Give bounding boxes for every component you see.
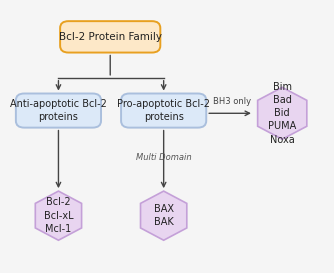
Text: Bim
Bad
Bid
PUMA
Noxa: Bim Bad Bid PUMA Noxa [268, 82, 296, 145]
Text: Anti-apoptotic Bcl-2
proteins: Anti-apoptotic Bcl-2 proteins [10, 99, 107, 122]
Text: Pro-apoptotic Bcl-2
proteins: Pro-apoptotic Bcl-2 proteins [117, 99, 210, 122]
Text: BAX
BAK: BAX BAK [154, 204, 174, 227]
FancyBboxPatch shape [16, 93, 101, 128]
FancyBboxPatch shape [60, 21, 160, 52]
Polygon shape [35, 191, 81, 240]
Polygon shape [258, 87, 307, 139]
Text: Multi Domain: Multi Domain [136, 153, 191, 162]
Text: BH3 only: BH3 only [213, 97, 251, 106]
Polygon shape [141, 191, 187, 240]
Text: Bcl-2
Bcl-xL
Mcl-1: Bcl-2 Bcl-xL Mcl-1 [44, 197, 73, 234]
Text: Bcl-2 Protein Family: Bcl-2 Protein Family [59, 32, 162, 42]
FancyBboxPatch shape [121, 93, 206, 128]
